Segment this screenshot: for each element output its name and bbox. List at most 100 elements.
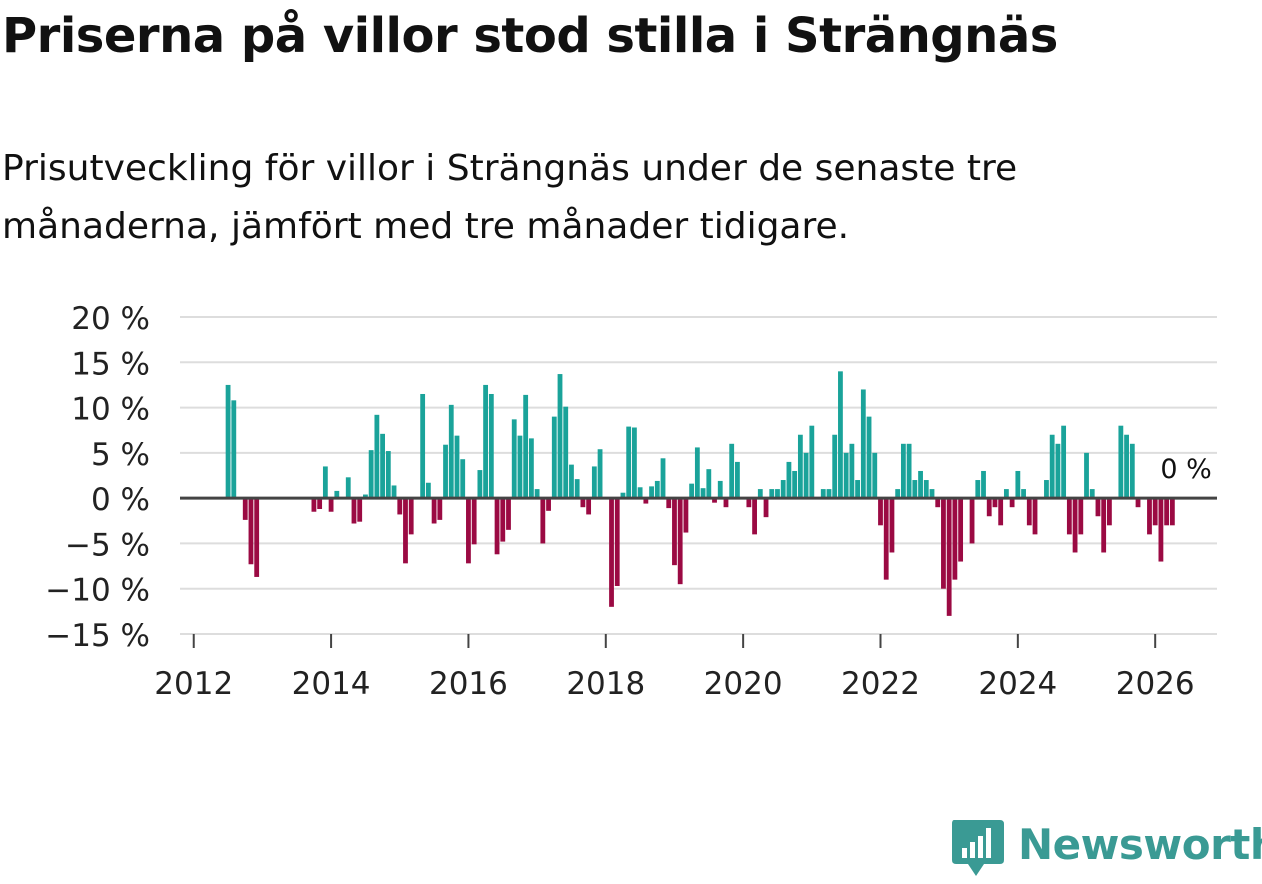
bar bbox=[1135, 498, 1141, 508]
bar bbox=[1066, 498, 1072, 535]
bar bbox=[981, 470, 986, 499]
x-tick-label: 2026 bbox=[1116, 666, 1195, 702]
x-tick-label: 2024 bbox=[978, 666, 1057, 702]
bar bbox=[569, 464, 574, 499]
bar bbox=[872, 452, 878, 499]
bar bbox=[1129, 443, 1135, 499]
bar bbox=[431, 498, 437, 524]
x-axis: 2012 2014 2016 2018 2020 2022 2024 2026 bbox=[154, 633, 1217, 702]
bar bbox=[609, 498, 614, 607]
bar bbox=[969, 498, 975, 544]
bar bbox=[517, 435, 523, 499]
bar bbox=[477, 470, 483, 499]
chart-title: Priserna på villor stod stilla i Strängn… bbox=[2, 8, 1058, 64]
bar bbox=[557, 374, 563, 499]
bar bbox=[448, 404, 454, 499]
bar bbox=[385, 451, 391, 499]
bar bbox=[1032, 498, 1038, 535]
bar bbox=[563, 406, 569, 499]
bar bbox=[752, 498, 757, 535]
bar bbox=[511, 419, 517, 499]
bar bbox=[900, 443, 906, 499]
bar bbox=[488, 393, 494, 499]
bar bbox=[958, 498, 964, 562]
newsworthy-logo-icon bbox=[952, 820, 1004, 876]
bar bbox=[546, 498, 551, 511]
bar bbox=[534, 489, 540, 499]
bar bbox=[225, 384, 231, 499]
bar bbox=[666, 498, 672, 509]
bar bbox=[683, 498, 689, 533]
bar bbox=[322, 466, 328, 499]
bar bbox=[843, 452, 849, 499]
bar bbox=[729, 443, 735, 499]
bar bbox=[883, 498, 889, 580]
bar bbox=[912, 480, 918, 499]
bar bbox=[1158, 498, 1164, 562]
bar bbox=[700, 488, 706, 499]
newsworthy-logo-text: Newsworthy bbox=[1018, 820, 1262, 869]
bar bbox=[1101, 498, 1107, 553]
y-axis-tick-labels: 20 % 15 % 10 % 5 % 0 % −5 % −10 % −15 % bbox=[45, 301, 150, 654]
bar bbox=[672, 498, 677, 566]
bar bbox=[820, 489, 826, 499]
bar bbox=[918, 470, 923, 499]
x-tick-label: 2020 bbox=[704, 666, 783, 702]
bar bbox=[694, 447, 700, 499]
bar bbox=[591, 466, 597, 499]
bar bbox=[494, 498, 500, 555]
bar bbox=[895, 489, 901, 499]
bar bbox=[838, 371, 843, 499]
bar bbox=[797, 434, 803, 499]
bar bbox=[866, 416, 872, 499]
bar bbox=[1055, 443, 1061, 499]
bar bbox=[523, 394, 529, 499]
bar bbox=[1152, 498, 1158, 526]
bar bbox=[540, 498, 546, 544]
bar bbox=[1107, 498, 1112, 526]
newsworthy-logo[interactable]: Newsworthy bbox=[950, 818, 1262, 880]
bar bbox=[374, 414, 380, 499]
bar bbox=[941, 498, 946, 589]
bar bbox=[998, 498, 1004, 526]
bar bbox=[1124, 434, 1129, 499]
y-tick-label: −5 % bbox=[65, 527, 150, 563]
bar bbox=[746, 498, 752, 508]
bar bbox=[454, 435, 460, 499]
bar bbox=[654, 480, 660, 499]
bar bbox=[242, 498, 248, 520]
bar-chart: 20 %15 %10 %5 %0 %−5 %−10 %−15 % 2012 201… bbox=[45, 301, 1217, 702]
bars bbox=[180, 371, 1217, 616]
bar bbox=[1089, 489, 1095, 499]
bar bbox=[460, 459, 466, 499]
bar bbox=[1061, 425, 1067, 499]
bar bbox=[1118, 425, 1124, 499]
y-tick-label: 15 % bbox=[71, 346, 150, 382]
bar bbox=[1078, 498, 1084, 535]
bar bbox=[923, 480, 929, 499]
bar bbox=[345, 477, 351, 499]
bar bbox=[809, 425, 815, 499]
bar bbox=[769, 489, 775, 499]
bar bbox=[649, 486, 654, 499]
bar bbox=[826, 489, 832, 499]
bar bbox=[712, 498, 717, 503]
bar bbox=[500, 498, 506, 542]
bar bbox=[1095, 498, 1101, 517]
bar bbox=[763, 498, 769, 518]
bar bbox=[723, 498, 729, 508]
bar bbox=[832, 434, 838, 499]
bar bbox=[620, 492, 626, 499]
bar bbox=[1026, 498, 1032, 526]
bar bbox=[391, 485, 397, 499]
bar bbox=[574, 479, 580, 499]
bar bbox=[317, 498, 323, 510]
annotations: 0 % bbox=[1160, 454, 1211, 485]
bar bbox=[580, 498, 586, 508]
bar bbox=[586, 498, 592, 515]
bar bbox=[1049, 434, 1055, 499]
bar bbox=[849, 443, 855, 499]
bar bbox=[780, 480, 786, 499]
bar bbox=[254, 498, 260, 577]
bar bbox=[551, 416, 557, 499]
